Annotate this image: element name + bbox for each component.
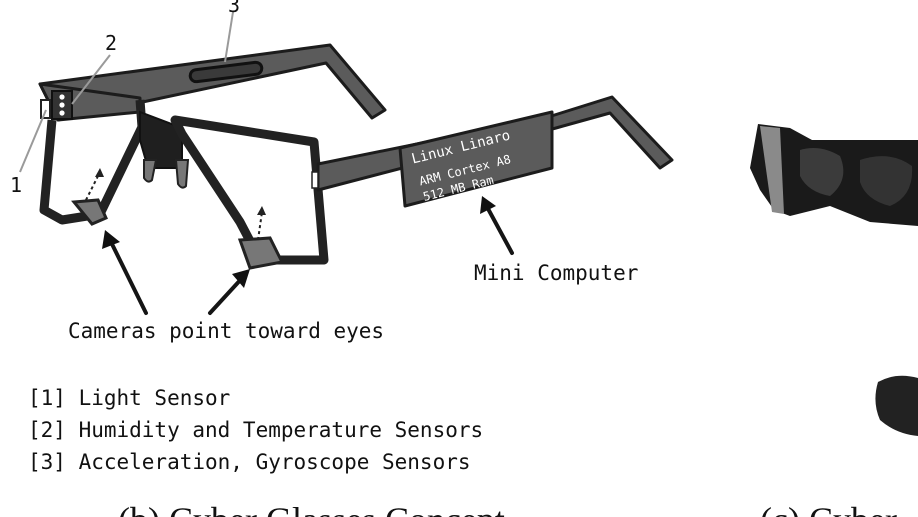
left-camera-arrow xyxy=(108,238,148,315)
leader-1 xyxy=(19,109,47,173)
sensor-legend: [1] Light Sensor [2] Humidity and Temper… xyxy=(28,386,483,474)
legend-item: [3] Acceleration, Gyroscope Sensors xyxy=(28,450,471,474)
legend-item: [2] Humidity and Temperature Sensors xyxy=(28,418,483,442)
caption-right: (c) Cyber xyxy=(760,500,897,517)
right-camera-arrow xyxy=(208,274,246,315)
callout-1: 1 xyxy=(10,173,22,197)
mini-computer-arrow xyxy=(484,203,514,255)
right-camera xyxy=(237,236,285,270)
legend-item: [1] Light Sensor xyxy=(28,386,230,410)
caption-left: (b) Cyber Glasses Concept xyxy=(118,500,505,517)
accel-gyro-sensor xyxy=(188,60,264,84)
mini-computer-label: Mini Computer xyxy=(474,261,638,285)
leader-3 xyxy=(224,11,234,63)
light-sensor xyxy=(40,99,51,119)
left-camera xyxy=(71,198,108,226)
callout-2: 2 xyxy=(105,31,117,55)
callout-3: 3 xyxy=(228,0,240,17)
left-nose-pad xyxy=(143,159,158,183)
right-nose-pad xyxy=(174,159,190,189)
leader-2 xyxy=(71,54,111,105)
cameras-label: Cameras point toward eyes xyxy=(68,319,384,343)
mini-computer-housing xyxy=(398,110,554,208)
cyber-glasses-photo xyxy=(750,124,918,436)
